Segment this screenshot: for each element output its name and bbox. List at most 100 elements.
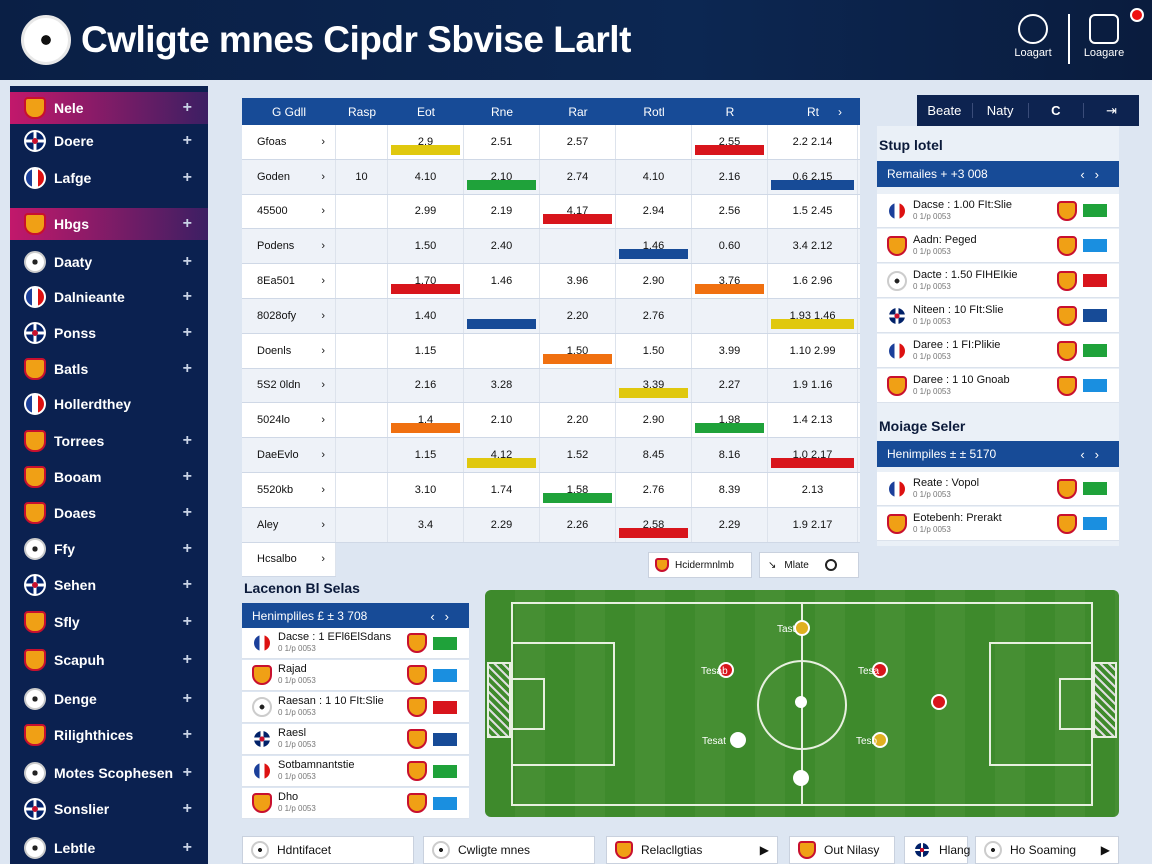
- odds-cell[interactable]: 2.20: [540, 298, 616, 333]
- odds-cell[interactable]: 2.29: [692, 507, 768, 542]
- football-pitch[interactable]: Tast Tesab Tesa Tesat Tesb: [485, 590, 1119, 817]
- event-row[interactable]: Reate : Vopol 0 1/p 0053: [877, 472, 1119, 506]
- brand-left[interactable]: Loagart: [1002, 14, 1064, 59]
- odds-cell[interactable]: 2.90: [616, 403, 692, 438]
- sidebar-item[interactable]: Daaty +: [10, 246, 208, 278]
- odds-cell[interactable]: 4.17: [540, 194, 616, 229]
- odds-cell[interactable]: 1.15: [388, 333, 464, 368]
- plus-icon[interactable]: +: [182, 726, 192, 743]
- chevron-right-icon[interactable]: ›: [321, 205, 325, 218]
- odds-cell[interactable]: [336, 229, 388, 264]
- sidebar-item[interactable]: Ffy +: [10, 533, 208, 565]
- sidebar-item[interactable]: Rilighthices +: [10, 719, 208, 751]
- play-icon[interactable]: ▶: [759, 843, 769, 857]
- odds-chip[interactable]: [433, 700, 457, 714]
- odds-cell[interactable]: 1.4: [388, 403, 464, 438]
- player-marker[interactable]: [718, 662, 734, 678]
- sidebar-item[interactable]: Motes Scophesen +: [10, 757, 208, 789]
- odds-cell[interactable]: [692, 298, 768, 333]
- odds-cell[interactable]: 8.16: [692, 438, 768, 472]
- play-icon[interactable]: ▶: [1100, 843, 1110, 857]
- odds-cell[interactable]: 2.10: [464, 159, 540, 194]
- plus-icon[interactable]: +: [182, 800, 192, 817]
- odds-chip[interactable]: [1083, 517, 1107, 530]
- plus-icon[interactable]: +: [182, 169, 192, 186]
- odds-chip[interactable]: [1083, 204, 1107, 217]
- table-row[interactable]: 8028ofy › 1.40 2.20 2.76 1.93 1.46: [242, 298, 860, 334]
- odds-cell[interactable]: 2.20: [540, 403, 616, 438]
- odds-cell[interactable]: 2.9: [388, 125, 464, 159]
- odds-cell[interactable]: 4.10: [388, 159, 464, 194]
- odds-cell[interactable]: 1.6 2.96: [768, 264, 858, 298]
- event-row[interactable]: Dho 0 1/p 0053: [242, 788, 469, 819]
- chevron-right-icon[interactable]: ›: [321, 483, 325, 496]
- chevron-right-icon[interactable]: ›: [321, 240, 325, 253]
- event-row[interactable]: Rajad 0 1/p 0053: [242, 660, 469, 691]
- odds-cell[interactable]: [540, 368, 616, 403]
- player-marker[interactable]: [730, 732, 746, 748]
- sidebar-item[interactable]: Batls +: [10, 353, 208, 385]
- odds-cell[interactable]: 1.50: [616, 333, 692, 368]
- sidebar-item[interactable]: Lafge +: [10, 162, 208, 194]
- odds-chip[interactable]: [433, 764, 457, 778]
- plus-icon[interactable]: +: [182, 132, 192, 149]
- player-marker[interactable]: [793, 770, 809, 786]
- sidebar-item[interactable]: Torrees +: [10, 425, 208, 457]
- sidebar-item[interactable]: Ponss +: [10, 317, 208, 349]
- odds-cell[interactable]: 10: [336, 159, 388, 194]
- plus-icon[interactable]: +: [182, 215, 192, 232]
- odds-cell[interactable]: 8.39: [692, 472, 768, 507]
- event-row[interactable]: Raesl 0 1/p 0053: [242, 724, 469, 755]
- odds-chip[interactable]: [433, 796, 457, 810]
- tab-beate[interactable]: Beate: [917, 103, 973, 118]
- export-icon[interactable]: ⇥: [1106, 102, 1118, 118]
- odds-chip[interactable]: [433, 732, 457, 746]
- plus-icon[interactable]: +: [182, 613, 192, 630]
- plus-icon[interactable]: +: [182, 690, 192, 707]
- odds-cell[interactable]: 2.51: [464, 125, 540, 159]
- plus-icon[interactable]: +: [182, 504, 192, 521]
- plus-icon[interactable]: +: [182, 253, 192, 270]
- event-row[interactable]: Raesan : 1 10 FIt:Slie 0 1/p 0053: [242, 692, 469, 723]
- odds-cell[interactable]: 3.99: [692, 333, 768, 368]
- odds-cell[interactable]: [464, 298, 540, 333]
- plus-icon[interactable]: +: [182, 360, 192, 377]
- sidebar-item[interactable]: Booam +: [10, 461, 208, 493]
- table-row[interactable]: 5024lo › 1.4 2.10 2.20 2.90 1.98 1.4 2.13: [242, 403, 860, 439]
- bottom-button[interactable]: Relacllgtias ▶: [606, 836, 778, 864]
- plus-icon[interactable]: +: [182, 324, 192, 341]
- odds-cell[interactable]: 1.46: [616, 229, 692, 264]
- odds-chip[interactable]: [1083, 239, 1107, 252]
- odds-cell[interactable]: 1.46: [464, 264, 540, 298]
- odds-cell[interactable]: 2.40: [464, 229, 540, 264]
- odds-cell[interactable]: 1.10 2.99: [768, 333, 858, 368]
- odds-cell[interactable]: 2.29: [464, 507, 540, 542]
- event-row[interactable]: Aadn: Peged 0 1/p 0053: [877, 229, 1119, 263]
- column-header[interactable]: Rotl: [643, 104, 665, 119]
- odds-cell[interactable]: 1.5 2.45: [768, 194, 858, 229]
- event-row[interactable]: Niteen : 10 FIt:Slie 0 1/p 0053: [877, 299, 1119, 333]
- odds-cell[interactable]: 1.58: [540, 472, 616, 507]
- chevron-right-icon[interactable]: ›: [321, 449, 325, 462]
- chevron-right-icon[interactable]: ›: [321, 170, 325, 183]
- odds-cell[interactable]: [336, 507, 388, 542]
- event-row[interactable]: Dacse : 1.00 FIt:Slie 0 1/p 0053: [877, 194, 1119, 228]
- odds-cell[interactable]: 1.70: [388, 264, 464, 298]
- odds-cell[interactable]: [616, 125, 692, 159]
- match-button[interactable]: ↘ Mlate: [759, 552, 859, 578]
- odds-cell[interactable]: 1.15: [388, 438, 464, 472]
- odds-cell[interactable]: 1.93 1.46: [768, 298, 858, 333]
- sidebar-item[interactable]: Sonslier +: [10, 793, 208, 825]
- odds-cell[interactable]: 3.10: [388, 472, 464, 507]
- odds-cell[interactable]: 8.45: [616, 438, 692, 472]
- odds-cell[interactable]: 2.90: [616, 264, 692, 298]
- plus-icon[interactable]: +: [182, 468, 192, 485]
- player-marker[interactable]: [872, 732, 888, 748]
- tab-naty[interactable]: Naty: [973, 103, 1029, 118]
- plus-icon[interactable]: +: [182, 839, 192, 856]
- chevron-right-icon[interactable]: ›: [321, 135, 325, 148]
- odds-cell[interactable]: [336, 194, 388, 229]
- ball-icon[interactable]: [795, 696, 807, 708]
- table-row[interactable]: 45500 › 2.99 2.19 4.17 2.94 2.56 1.5 2.45: [242, 194, 860, 230]
- odds-cell[interactable]: 2.76: [616, 298, 692, 333]
